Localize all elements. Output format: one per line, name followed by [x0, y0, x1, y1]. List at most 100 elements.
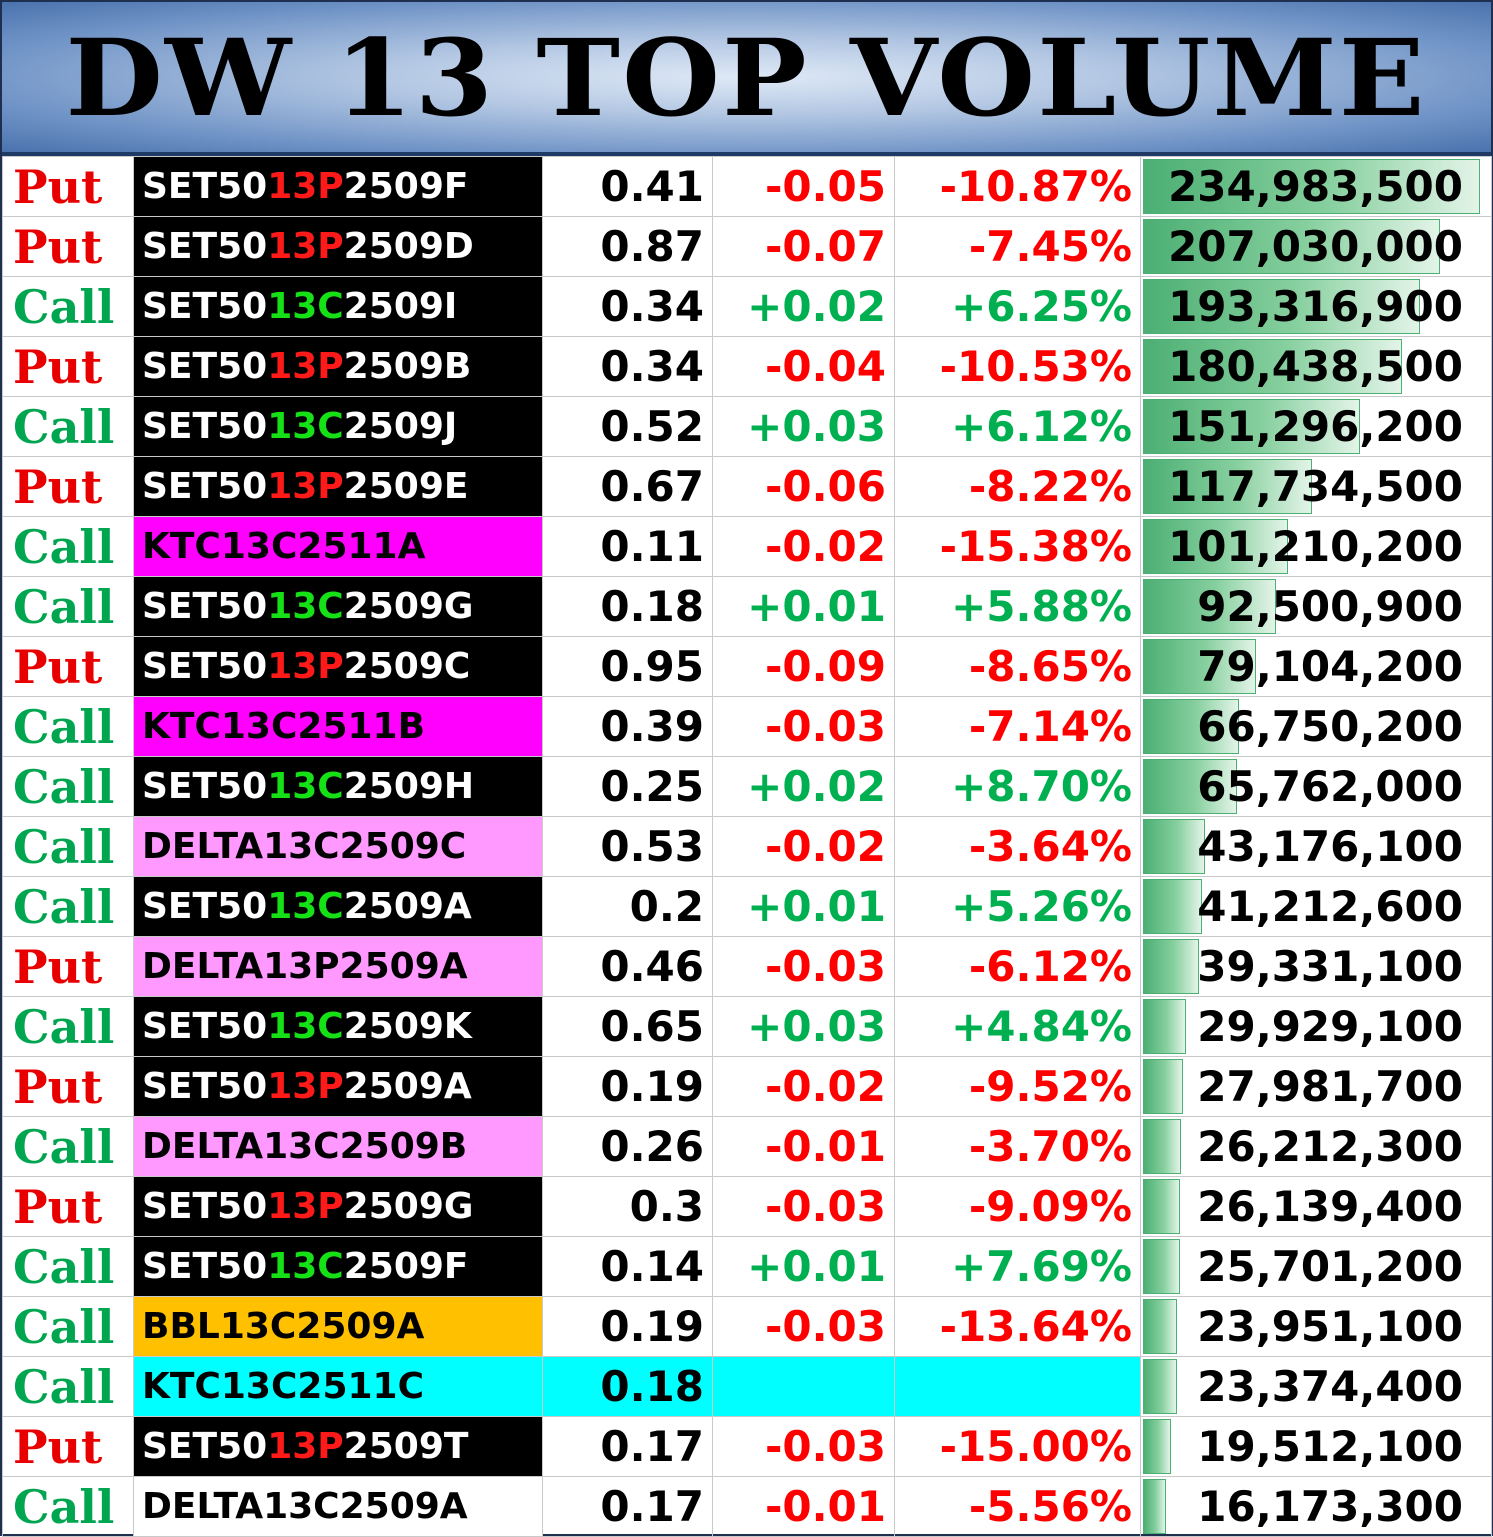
table-row: Call SET5013C2509A 0.2 +0.01 +5.26% 41,212,60… — [2, 876, 1492, 937]
volume-bar — [1143, 759, 1237, 814]
warrant-code-suffix: 2509A — [343, 886, 472, 927]
option-type-cell: Put — [2, 456, 134, 517]
warrant-code-cell: SET5013P2509C — [133, 636, 543, 697]
table-row: Put SET5013P2509G 0.3 -0.03 -9.09% 26,139,400 — [2, 1176, 1492, 1237]
price-change: +0.02 — [747, 762, 886, 811]
price-change: -0.05 — [764, 162, 886, 211]
option-type: Call — [13, 999, 115, 1054]
volume-value: 25,701,200 — [1197, 1242, 1463, 1291]
volume-cell: 151,296,200 — [1140, 396, 1492, 457]
volume-cell: 193,316,900 — [1140, 276, 1492, 337]
warrant-code-series: 13C — [267, 886, 344, 927]
price-change: -0.02 — [764, 822, 886, 871]
change-cell — [712, 1356, 895, 1417]
volume-value: 79,104,200 — [1197, 642, 1463, 691]
warrant-code-prefix: SET50 — [142, 466, 268, 507]
percent-change-cell: -7.14% — [894, 696, 1141, 757]
percent-change-cell: +8.70% — [894, 756, 1141, 817]
price-change: -0.03 — [764, 1302, 886, 1351]
option-type-cell: Put — [2, 636, 134, 697]
volume-value: 23,951,100 — [1197, 1302, 1463, 1351]
volume-value: 193,316,900 — [1168, 282, 1463, 331]
warrant-code-prefix: SET50 — [142, 586, 268, 627]
table-row: Call BBL13C2509A 0.19 -0.03 -13.64% 23,951,10… — [2, 1296, 1492, 1357]
price-cell: 0.11 — [542, 516, 713, 577]
warrant-code-prefix: SET50 — [142, 766, 268, 807]
change-cell: +0.03 — [712, 396, 895, 457]
percent-change: -10.53% — [939, 342, 1132, 391]
last-price: 0.14 — [600, 1242, 704, 1291]
warrant-code-series: 13C — [267, 1246, 344, 1287]
table-row: Call SET5013C2509J 0.52 +0.03 +6.12% 151,296,… — [2, 396, 1492, 457]
volume-bar — [1143, 879, 1202, 934]
change-cell: -0.05 — [712, 156, 895, 217]
option-type: Call — [13, 1359, 115, 1414]
last-price: 0.17 — [600, 1482, 704, 1531]
volume-cell: 26,212,300 — [1140, 1116, 1492, 1177]
warrant-code-cell: DELTA13P2509A — [133, 936, 543, 997]
warrant-code-cell: KTC13C2511A — [133, 516, 543, 577]
percent-change: -8.22% — [968, 462, 1132, 511]
price-change: +0.01 — [747, 582, 886, 631]
price-change: -0.06 — [764, 462, 886, 511]
warrant-code-cell: SET5013C2509J — [133, 396, 543, 457]
percent-change: -6.12% — [968, 942, 1132, 991]
warrant-code-series: 13C — [267, 1006, 344, 1047]
volume-value: 27,981,700 — [1197, 1062, 1463, 1111]
change-cell: -0.06 — [712, 456, 895, 517]
price-change: -0.01 — [764, 1482, 886, 1531]
last-price: 0.11 — [600, 522, 704, 571]
warrant-code-suffix: 2509F — [343, 1246, 469, 1287]
percent-change: +5.26% — [951, 882, 1132, 931]
change-cell: -0.01 — [712, 1476, 895, 1537]
warrant-code-cell: SET5013P2509T — [133, 1416, 543, 1477]
price-change: -0.03 — [764, 942, 886, 991]
last-price: 0.65 — [600, 1002, 704, 1051]
change-cell: -0.03 — [712, 1416, 895, 1477]
last-price: 0.19 — [600, 1302, 704, 1351]
volume-cell: 19,512,100 — [1140, 1416, 1492, 1477]
percent-change-cell: +6.25% — [894, 276, 1141, 337]
last-price: 0.19 — [600, 1062, 704, 1111]
warrant-code-prefix: BBL13C2509A — [142, 1306, 425, 1347]
warrant-code-suffix: 2509F — [343, 166, 469, 207]
warrant-code-cell: SET5013P2509B — [133, 336, 543, 397]
warrant-code-suffix: 2509A — [343, 1066, 472, 1107]
volume-table-body: Put SET5013P2509F 0.41 -0.05 -10.87% 234,983,… — [2, 156, 1492, 1537]
percent-change: -10.87% — [939, 162, 1132, 211]
price-cell: 0.65 — [542, 996, 713, 1057]
volume-value: 66,750,200 — [1197, 702, 1463, 751]
warrant-code-cell: SET5013C2509H — [133, 756, 543, 817]
warrant-code-suffix: 2509B — [343, 346, 472, 387]
change-cell: -0.02 — [712, 516, 895, 577]
last-price: 0.34 — [600, 282, 704, 331]
price-cell: 0.25 — [542, 756, 713, 817]
price-change: +0.03 — [747, 1002, 886, 1051]
percent-change-cell — [894, 1356, 1141, 1417]
volume-bar — [1143, 1479, 1166, 1534]
option-type: Call — [13, 819, 115, 874]
volume-cell: 41,212,600 — [1140, 876, 1492, 937]
warrant-code-series: 13C — [267, 766, 344, 807]
volume-bar — [1143, 159, 1480, 214]
volume-bar — [1143, 519, 1288, 574]
volume-bar — [1143, 219, 1440, 274]
table-row: Put SET5013P2509D 0.87 -0.07 -7.45% 207,030,0… — [2, 216, 1492, 277]
percent-change-cell: -3.70% — [894, 1116, 1141, 1177]
option-type: Call — [13, 759, 115, 814]
last-price: 0.41 — [600, 162, 704, 211]
percent-change-cell: +4.84% — [894, 996, 1141, 1057]
price-change: +0.01 — [747, 1242, 886, 1291]
percent-change-cell: -13.64% — [894, 1296, 1141, 1357]
volume-cell: 39,331,100 — [1140, 936, 1492, 997]
warrant-code-suffix: 2509D — [343, 226, 474, 267]
option-type-cell: Call — [2, 576, 134, 637]
change-cell: -0.03 — [712, 1296, 895, 1357]
percent-change-cell: -5.56% — [894, 1476, 1141, 1537]
option-type-cell: Put — [2, 336, 134, 397]
volume-value: 41,212,600 — [1197, 882, 1463, 931]
table-row: Call SET5013C2509I 0.34 +0.02 +6.25% 193,316,… — [2, 276, 1492, 337]
option-type-cell: Call — [2, 1356, 134, 1417]
price-cell: 0.2 — [542, 876, 713, 937]
volume-cell: 16,173,300 — [1140, 1476, 1492, 1537]
